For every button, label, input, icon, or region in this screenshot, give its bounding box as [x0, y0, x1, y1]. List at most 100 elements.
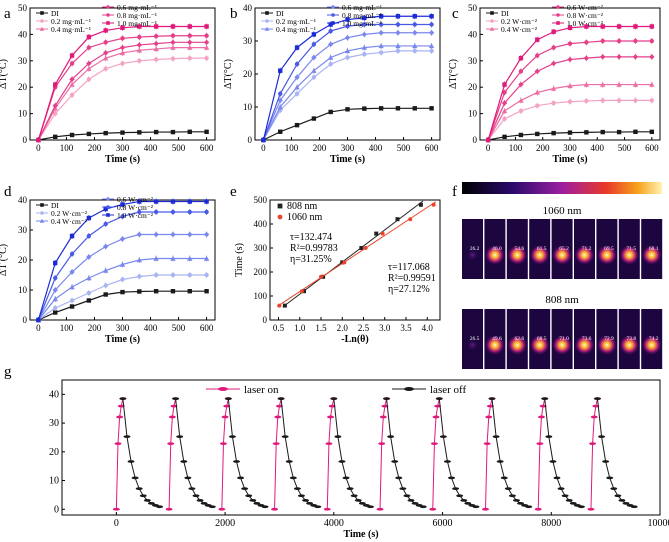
y-tick-label: 40	[18, 195, 28, 205]
x-tick-label: 600	[645, 143, 659, 153]
x-tick-label: 2000	[215, 518, 235, 529]
data-point	[361, 31, 368, 38]
data-point	[345, 55, 350, 60]
thermal-spot	[641, 335, 662, 355]
data-point	[395, 106, 401, 111]
data-point	[170, 39, 176, 46]
data-point	[170, 129, 176, 135]
data-point	[294, 122, 300, 128]
y-tick-label: 20	[243, 69, 253, 79]
data-point	[374, 231, 379, 236]
data-point	[518, 69, 524, 74]
data-point	[106, 13, 110, 17]
panel-label-e: e	[230, 184, 237, 200]
data-point	[429, 22, 434, 27]
row-label-1060: 1060 nm	[543, 205, 582, 217]
data-point	[330, 4, 336, 10]
data-point	[69, 284, 75, 290]
heating-point	[432, 415, 440, 419]
y-tick-label: 0	[473, 135, 478, 145]
series-line	[263, 107, 432, 141]
data-point	[170, 272, 176, 278]
cooling-point	[249, 498, 257, 502]
data-point	[69, 92, 75, 98]
legend-label: 0.4 mg·mL⁻¹	[276, 25, 316, 34]
fit-annotation: R²=0.99591	[388, 273, 436, 284]
series-line	[262, 23, 432, 141]
cooling-point	[496, 460, 504, 463]
data-point	[534, 68, 540, 75]
y-tick-label: 0	[263, 315, 268, 325]
data-point	[551, 100, 556, 106]
data-point	[395, 48, 401, 54]
cooling-point	[245, 494, 253, 498]
y-tick-label: 400	[254, 219, 268, 229]
data-point	[600, 98, 605, 103]
fit-annotation: R²=0.99783	[290, 243, 338, 254]
data-point	[120, 25, 125, 30]
cooling-point	[156, 505, 164, 509]
heating-point	[483, 442, 491, 446]
data-point	[277, 303, 282, 308]
cooling-point	[131, 476, 139, 480]
cooling-point	[419, 505, 427, 509]
data-point	[555, 4, 561, 10]
y-tick-label: 10	[468, 109, 478, 119]
x-tick-label: 300	[563, 143, 577, 153]
data-point	[362, 15, 367, 21]
cooling-point	[504, 487, 512, 491]
data-point	[53, 305, 58, 311]
data-point	[294, 61, 300, 67]
x-tick-label: 0.5	[273, 323, 285, 333]
data-point	[277, 203, 283, 209]
data-point	[328, 109, 333, 115]
data-point	[170, 24, 176, 29]
fit-annotation: τ=117.068	[388, 262, 430, 273]
heating-point	[381, 404, 389, 408]
thermal-spot	[596, 335, 617, 355]
data-point	[502, 82, 507, 87]
data-point	[431, 202, 436, 207]
data-point	[633, 98, 638, 103]
data-point	[649, 129, 655, 135]
data-point	[264, 26, 270, 31]
data-point	[102, 50, 109, 56]
data-point	[137, 58, 142, 63]
data-point	[53, 82, 58, 87]
legend-label: 0.2 mg·mL⁻¹	[51, 17, 91, 26]
heating-point	[323, 507, 331, 511]
heating-point	[114, 442, 122, 446]
data-point	[187, 24, 192, 29]
data-point	[170, 44, 176, 50]
x-axis-label: Time (s)	[105, 154, 140, 165]
data-point	[535, 103, 540, 108]
data-point	[203, 255, 210, 261]
thermal-spot	[484, 335, 505, 355]
panel-b-line-chart: 0 100 200 300 400 500 600 0 10 20 30 40 Time (s) ΔT(°…	[223, 3, 441, 165]
data-point	[52, 102, 58, 109]
data-point	[412, 30, 418, 36]
data-point	[378, 106, 384, 111]
data-point	[187, 289, 192, 294]
thermal-spot	[596, 245, 617, 265]
temperature-readout: 54.6	[514, 246, 524, 252]
y-axis-label: ΔT(°C)	[448, 59, 459, 89]
data-point	[103, 66, 108, 71]
cooling-point	[403, 494, 411, 498]
data-point	[299, 289, 304, 294]
cooling-point	[541, 397, 549, 401]
data-point	[137, 130, 142, 135]
data-point	[344, 48, 351, 54]
data-point	[502, 116, 507, 122]
cooling-point	[147, 502, 155, 505]
heating-point	[536, 442, 544, 446]
temperature-readout: 68.5	[537, 336, 547, 342]
data-point	[204, 55, 209, 61]
data-point	[187, 272, 192, 278]
heating-point	[116, 415, 124, 419]
legend-label: 0.6 W·cm⁻²	[567, 3, 604, 12]
data-point	[40, 11, 44, 15]
series-line	[487, 56, 652, 141]
